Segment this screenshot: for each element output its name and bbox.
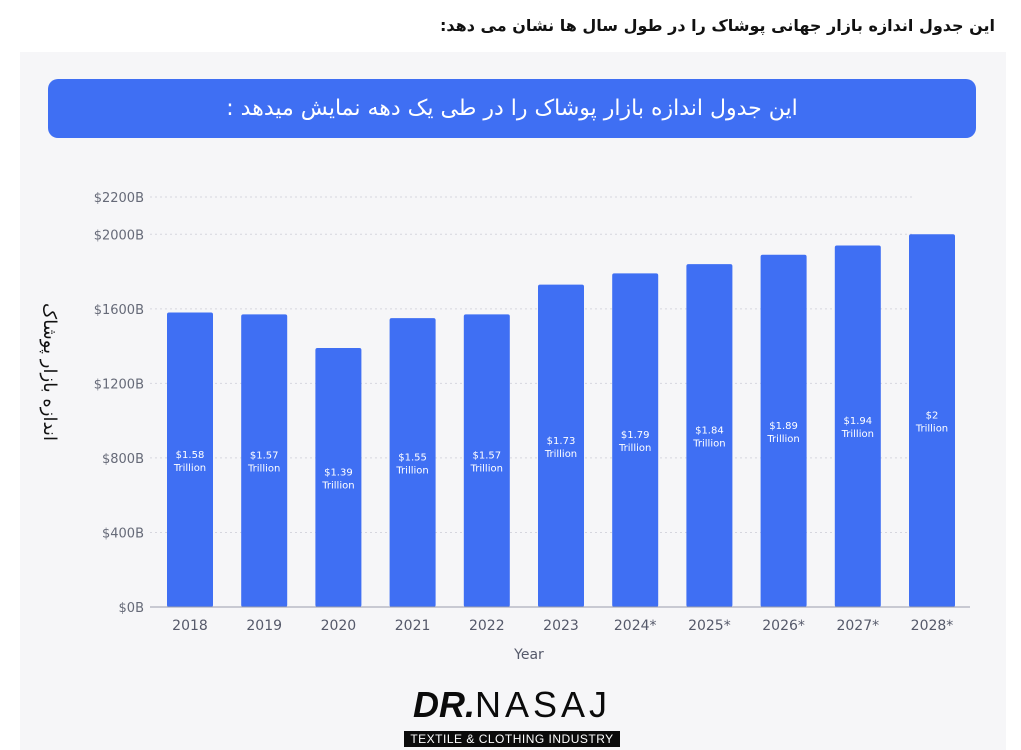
logo-brand-rest: NASAJ [474,684,612,725]
bar-unit-label: Trillion [247,464,280,475]
chart-banner: این جدول اندازه بازار پوشاک را در طی یک … [48,79,976,138]
bar-unit-label: Trillion [766,434,799,445]
bar [909,234,955,608]
bar [315,347,362,607]
bar-unit-label: Trillion [692,439,725,450]
bar [612,273,659,607]
x-axis-title: Year [513,647,544,663]
bars [167,234,955,608]
bar [389,318,436,607]
x-tick-label: 2018 [172,618,208,634]
bar [686,264,733,607]
bar-unit-label: Trillion [321,480,354,491]
y-tick-label: $800B [102,452,144,467]
y-axis-title: اندازه بازار پوشاک [39,303,60,441]
bar-data-labels: $1.58 Trillion $1.57 Trillion $1.39 Trillion $… [173,411,948,492]
bar-unit-label: Trillion [173,463,206,474]
x-tick-label: 2021 [395,618,431,634]
y-tick-label: $400B [102,526,144,541]
bar [834,245,881,608]
x-tick-label: 2020 [321,618,357,634]
x-tick-label: 2027* [836,618,879,634]
bar-value-label: $1.39 [324,467,353,478]
page-caption: این جدول اندازه بازار جهانی پوشاک را در … [440,16,995,35]
bar-value-label: $1.79 [621,430,650,441]
logo-wordmark: DR.NASAJ [413,684,611,727]
y-tick-label: $1600B [94,303,144,318]
bar-unit-label: Trillion [841,429,874,440]
x-tick-label: 2025* [688,618,731,634]
logo-brand-bold: DR. [412,684,475,725]
bar-value-label: $1.73 [547,436,576,447]
x-tick-label: 2022 [469,618,505,634]
logo-tagline: TEXTILE & CLOTHING INDUSTRY [404,731,620,747]
bar-value-label: $1.55 [398,453,427,464]
bar [167,312,213,607]
bar-value-label: $2 [926,411,939,422]
x-tick-label: 2023 [543,618,579,634]
x-tick-label: 2019 [246,618,282,634]
x-tick-label: 2028* [911,618,954,634]
x-tick-label: 2026* [762,618,805,634]
y-tick-label: $2200B [94,191,144,206]
bar [538,284,584,607]
bar [463,314,510,607]
bar-value-label: $1.84 [695,426,724,437]
bar-unit-label: Trillion [915,424,948,435]
y-axis-ticks: $0B $400B $800B $1200B $1600B $2000B $2200B [94,191,144,616]
bar-value-label: $1.57 [472,451,501,462]
bar-value-label: $1.89 [769,421,798,432]
bar-unit-label: Trillion [618,443,651,454]
y-tick-label: $0B [119,601,144,616]
bar-unit-label: Trillion [470,464,503,475]
x-axis-ticks: 2018 2019 2020 2021 2022 2023 2024* 2025* 2026* 2… [172,618,953,634]
bar [241,314,288,607]
y-tick-label: $2000B [94,228,144,243]
bar-unit-label: Trillion [395,466,428,477]
bar-unit-label: Trillion [544,449,577,460]
brand-logo: DR.NASAJ TEXTILE & CLOTHING INDUSTRY [402,684,622,750]
bar [760,254,807,608]
bar-value-label: $1.58 [176,450,205,461]
x-tick-label: 2024* [614,618,657,634]
bar-value-label: $1.57 [250,451,279,462]
y-tick-label: $1200B [94,377,144,392]
banner-title: این جدول اندازه بازار پوشاک را در طی یک … [226,96,798,121]
bar-value-label: $1.94 [843,416,872,427]
